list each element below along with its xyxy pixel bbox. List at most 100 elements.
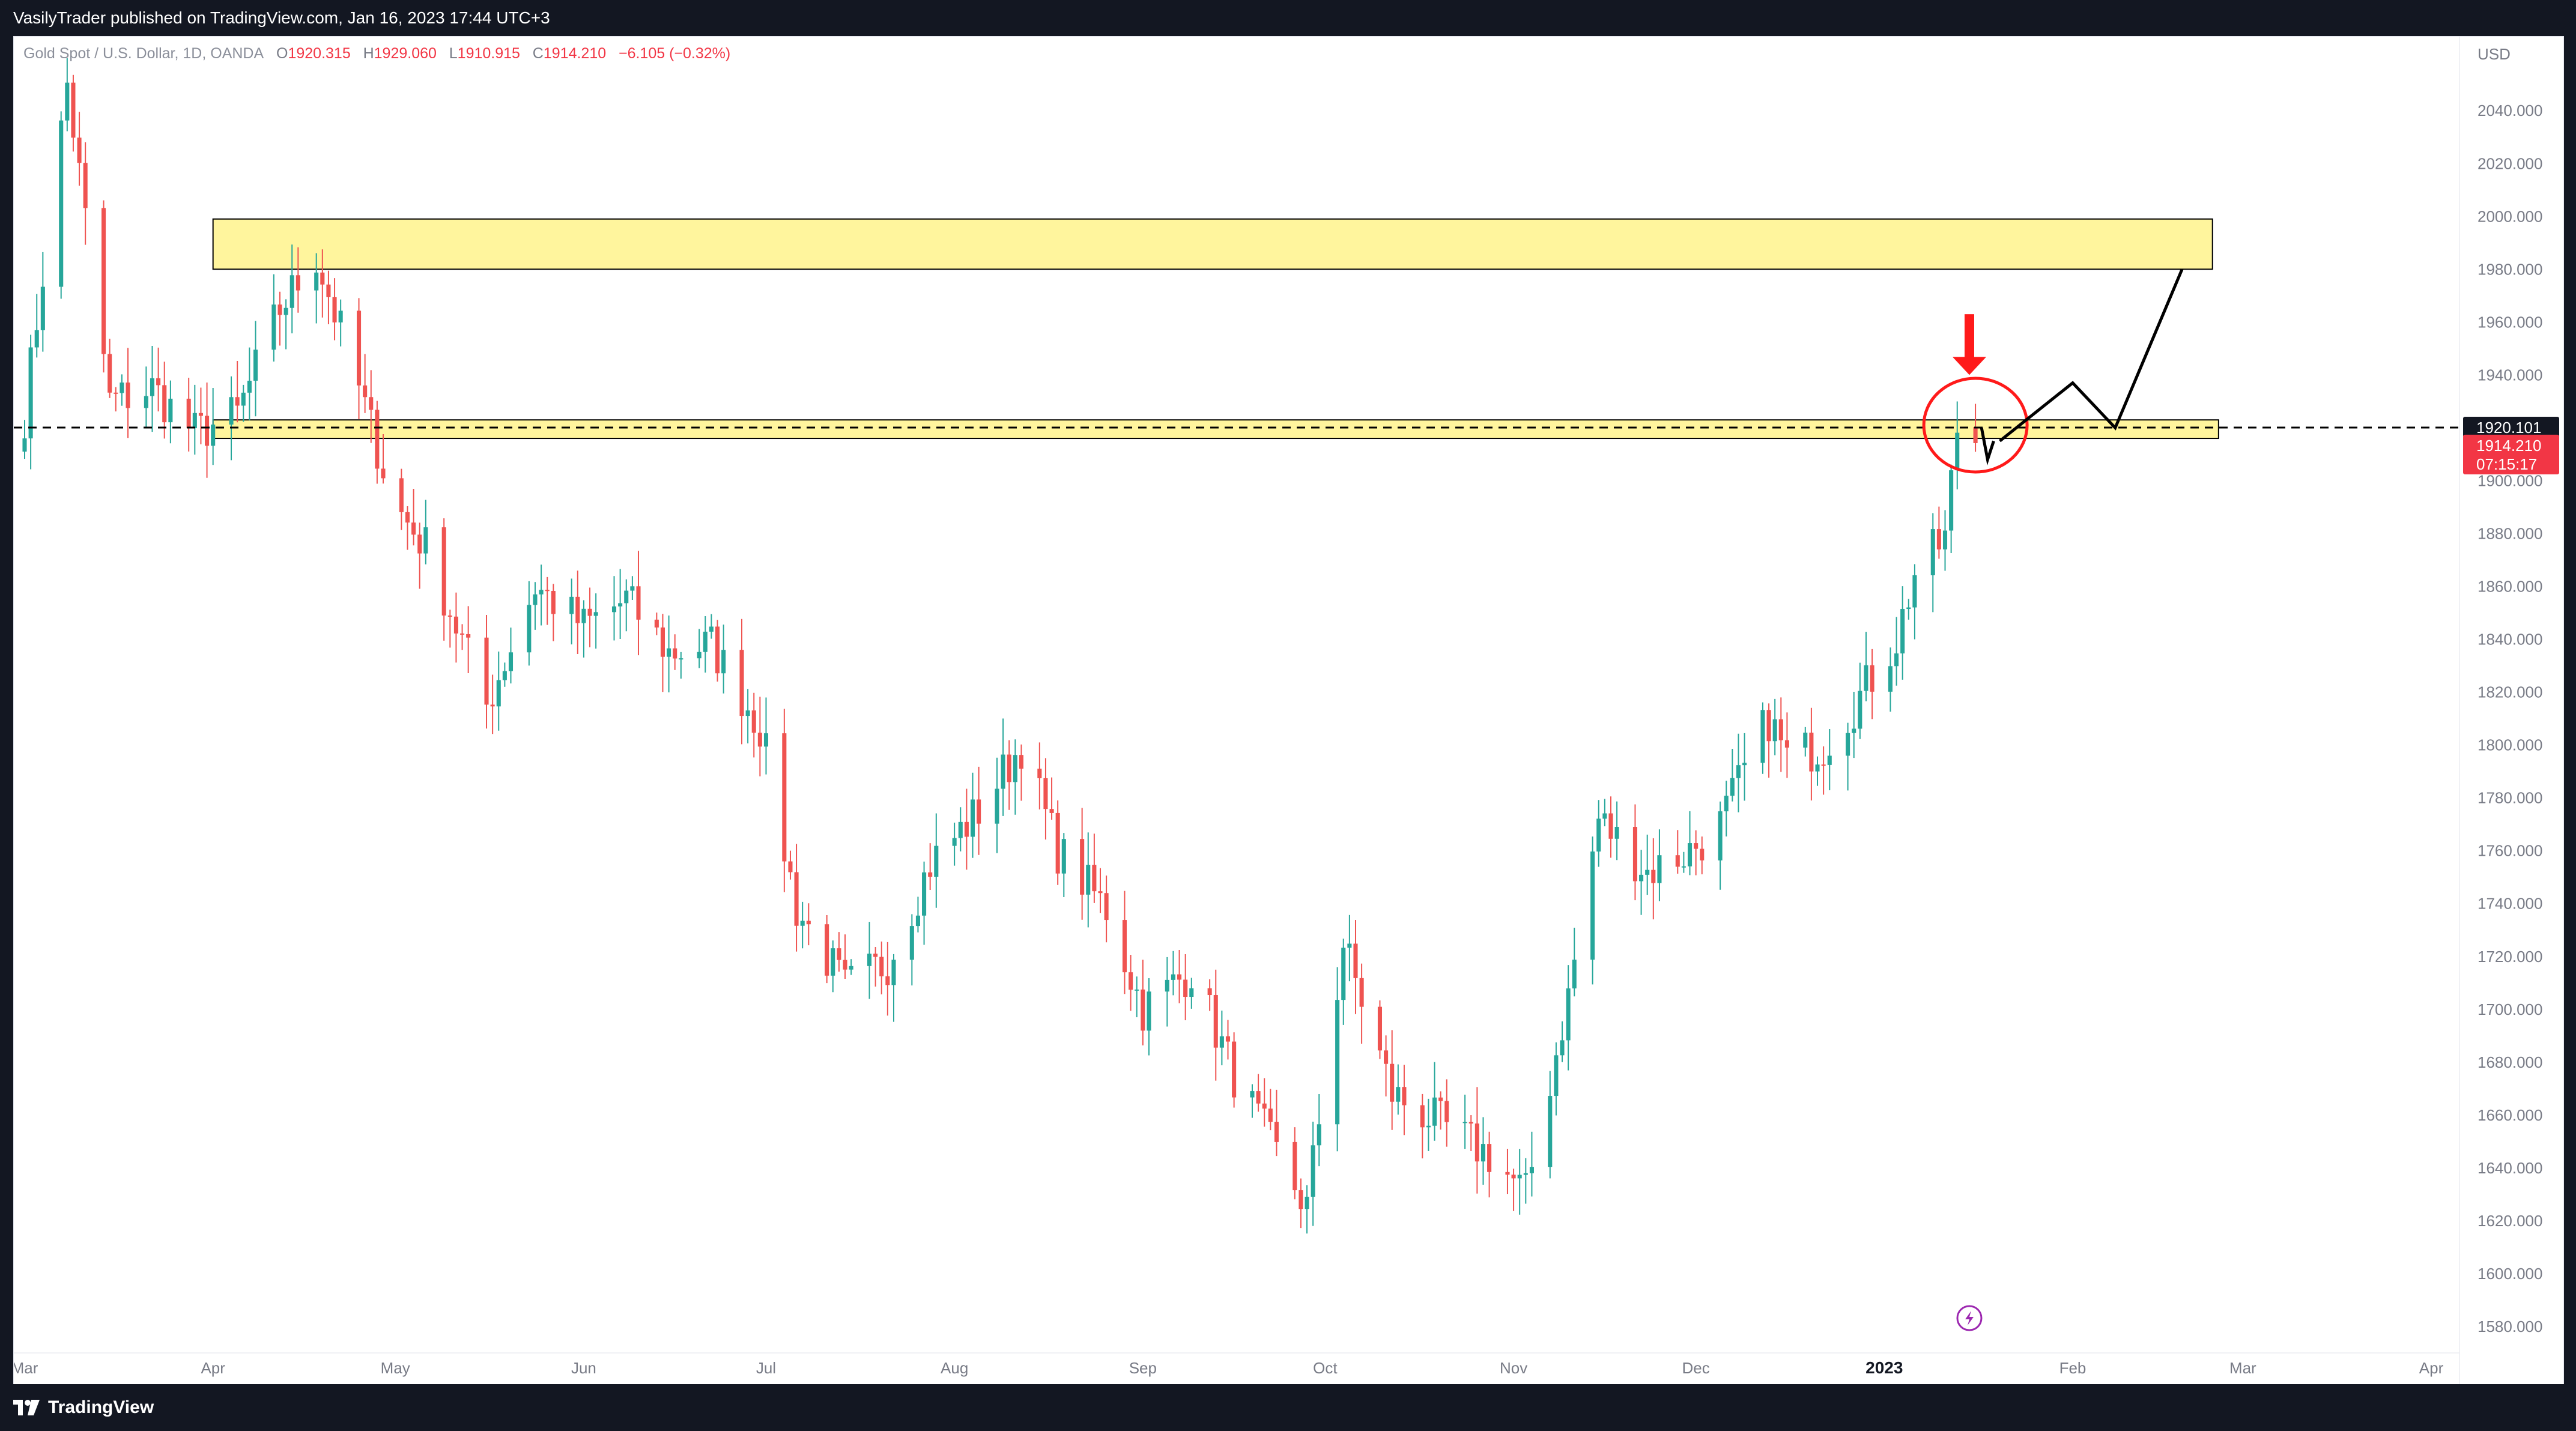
candle-body	[1377, 1006, 1383, 1051]
candle-body	[1681, 866, 1686, 868]
events-lightning-icon[interactable]	[1956, 1305, 1983, 1331]
candle-body	[721, 650, 726, 674]
candle-body	[1724, 796, 1729, 812]
candle-body	[338, 310, 343, 322]
candle-body	[1529, 1167, 1534, 1173]
candle-body	[1651, 870, 1656, 883]
candle-body	[1602, 813, 1607, 819]
candle-body	[958, 821, 963, 838]
projection-path[interactable]	[1999, 268, 2184, 443]
chart-frame[interactable]: USD 1580.000 1600.000 1620.000 1640.000 1660.…	[13, 36, 2564, 1385]
candle-body	[484, 637, 489, 705]
candle-body	[624, 590, 629, 604]
price-tick-label: 1820.000	[2478, 683, 2542, 701]
candle-body	[466, 634, 471, 638]
candle-body	[1700, 849, 1705, 861]
candle-body	[1730, 778, 1735, 796]
candle-body	[77, 138, 82, 163]
candle-body	[1870, 665, 1874, 692]
candle-body	[1906, 607, 1911, 610]
candle-body	[496, 680, 501, 707]
candle-body	[1548, 1096, 1553, 1167]
price-tick-label: 1640.000	[2478, 1159, 2542, 1177]
price-tick-label: 1900.000	[2478, 471, 2542, 489]
candle-body	[168, 398, 173, 423]
candle-body	[1675, 855, 1680, 867]
candle-body	[150, 378, 155, 396]
candle-body	[1694, 843, 1699, 849]
candle-body	[1402, 1087, 1407, 1106]
candle-body	[460, 633, 465, 635]
close-value: 1914.210	[543, 45, 607, 62]
close-key: C	[532, 45, 544, 62]
price-tick-label: 1800.000	[2478, 736, 2542, 754]
candle-body	[508, 652, 514, 671]
candle-body	[1590, 851, 1595, 960]
price-scale[interactable]	[2459, 37, 2563, 1384]
candle-body	[126, 383, 130, 408]
candle-body	[1135, 989, 1139, 991]
candle-body	[1426, 1125, 1431, 1128]
candle-body	[363, 385, 368, 398]
time-tick-label: Feb	[2059, 1359, 2087, 1377]
candle-body	[1299, 1190, 1303, 1209]
last-price-tag	[2463, 434, 2559, 474]
candle-body	[1098, 891, 1103, 894]
publish-header-bar: VasilyTrader published on TradingView.co…	[0, 0, 2576, 36]
candle-body	[581, 608, 586, 623]
candle-body	[22, 438, 27, 452]
arrow-down-shaft	[1964, 314, 1974, 360]
candle-body	[909, 926, 914, 960]
candle-body	[1942, 530, 1948, 549]
upper-supply-zone[interactable]	[212, 218, 2213, 270]
open-value: 1920.315	[288, 45, 351, 62]
arrow-down-icon[interactable]	[1952, 357, 1986, 375]
candle-body	[1888, 666, 1893, 692]
candle-body	[1858, 691, 1862, 729]
candle-body	[28, 347, 33, 439]
candle-body	[1900, 609, 1905, 654]
candle-body	[1092, 865, 1097, 892]
price-chart-svg[interactable]: USD 1580.000 1600.000 1620.000 1640.000 1660.…	[14, 37, 2563, 1384]
candle-body	[1335, 1000, 1340, 1125]
candle-body	[156, 378, 161, 386]
candle-body	[120, 383, 124, 393]
candle-body	[1614, 827, 1619, 839]
lightning-glyph	[1965, 1311, 1974, 1325]
highlight-circle[interactable]	[1922, 377, 2029, 474]
price-tick-label: 1880.000	[2478, 525, 2542, 543]
candle-body	[739, 650, 744, 716]
candle-body	[618, 603, 623, 607]
tradingview-logo[interactable]: TradingView	[13, 1397, 154, 1418]
publish-info-text: VasilyTrader published on TradingView.co…	[13, 8, 550, 27]
candle-body	[1232, 1041, 1237, 1098]
candle-body	[1055, 812, 1060, 874]
candle-body	[837, 948, 841, 960]
price-tick-label: 1700.000	[2478, 1000, 2542, 1018]
time-tick-label: Mar	[14, 1359, 38, 1377]
candle-body	[679, 658, 683, 660]
candle-body	[1894, 653, 1899, 667]
candle-body	[1657, 855, 1662, 883]
candle-body	[587, 608, 592, 616]
candle-body	[1013, 755, 1017, 782]
candle-body	[1462, 1122, 1467, 1124]
candle-body	[1778, 719, 1783, 740]
mid-zone[interactable]	[212, 419, 2219, 440]
candle-body	[1420, 1105, 1425, 1128]
candle-body	[1632, 827, 1637, 882]
currency-label: USD	[2478, 45, 2511, 63]
candle-body	[1122, 920, 1127, 973]
hline-price-text: 1920.101	[2476, 419, 2541, 437]
candle-body	[490, 704, 495, 707]
candle-body	[34, 330, 39, 348]
price-tick-label: 1960.000	[2478, 313, 2542, 331]
candle-body	[198, 413, 203, 416]
candle-body	[575, 596, 580, 623]
candle-body	[1396, 1087, 1401, 1102]
candle-body	[1268, 1109, 1273, 1122]
countdown-text: 07:15:17	[2476, 455, 2537, 473]
candle-body	[715, 626, 720, 674]
candle-body	[1007, 754, 1011, 782]
small-drawn-path[interactable]	[1980, 427, 1995, 466]
